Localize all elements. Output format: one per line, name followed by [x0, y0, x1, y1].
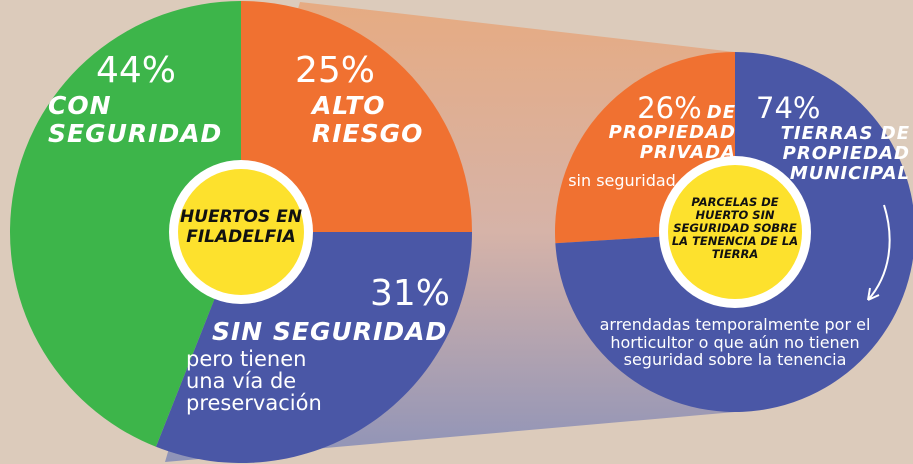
center-title: PARCELAS DE HUERTO SIN SEGURIDAD SOBRE L… [671, 195, 799, 261]
arrow [867, 204, 891, 301]
slice-label: CON SEGURIDAD [48, 91, 223, 148]
slice-label: SIN SEGURIDAD [212, 317, 448, 346]
center-disc [668, 165, 802, 299]
pie-slice [555, 52, 913, 412]
value-label: 25% [295, 50, 376, 91]
pie-slice [241, 1, 472, 232]
value-label: 31% [370, 273, 451, 314]
slice-label: DE PROPIEDAD PRIVADA [608, 102, 736, 164]
center-title: HUERTOS EN FILADELFIA [179, 207, 303, 247]
pie-slice [9, 1, 242, 447]
slice-label: ALTO RIESGO [312, 91, 424, 148]
value-label: 74% [756, 91, 821, 125]
slice-label: TIERRAS DE PROPIEDAD MUNICIPAL [780, 123, 910, 184]
slice-note: arrendadas temporalmente por el horticul… [599, 315, 871, 370]
slice-note: pero tienen una vía de preservación [186, 347, 322, 416]
center-disc [178, 169, 304, 295]
value-label: 44% [96, 50, 177, 91]
slice-note: sin seguridad [568, 171, 676, 190]
slice-label-group: 26% DE PROPIEDAD PRIVADA [580, 93, 736, 163]
value-label: 26% [637, 91, 702, 125]
